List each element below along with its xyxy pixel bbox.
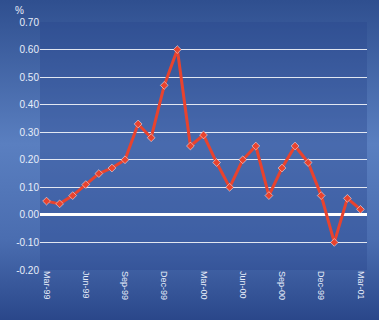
svg-text:Sep-00: Sep-00	[277, 271, 287, 300]
svg-text:0.00: 0.00	[20, 209, 40, 220]
svg-text:-0.10: -0.10	[16, 237, 39, 248]
svg-text:-0.20: -0.20	[16, 265, 39, 276]
svg-text:Mar-99: Mar-99	[42, 271, 52, 300]
svg-text:0.70: 0.70	[20, 17, 40, 28]
svg-text:0.40: 0.40	[20, 99, 40, 110]
svg-text:%: %	[15, 5, 24, 16]
svg-text:0.50: 0.50	[20, 72, 40, 83]
svg-text:0.10: 0.10	[20, 182, 40, 193]
svg-text:Jun-99: Jun-99	[81, 271, 91, 299]
svg-text:0.20: 0.20	[20, 154, 40, 165]
svg-text:0.60: 0.60	[20, 44, 40, 55]
svg-text:Jun-00: Jun-00	[238, 271, 248, 299]
svg-text:Dec-99: Dec-99	[316, 271, 326, 300]
svg-text:Mar-00: Mar-00	[199, 271, 209, 300]
svg-text:Mar-01: Mar-01	[356, 271, 366, 300]
svg-text:Sep-99: Sep-99	[120, 271, 130, 300]
svg-text:0.30: 0.30	[20, 127, 40, 138]
svg-text:Dec-99: Dec-99	[159, 271, 169, 300]
